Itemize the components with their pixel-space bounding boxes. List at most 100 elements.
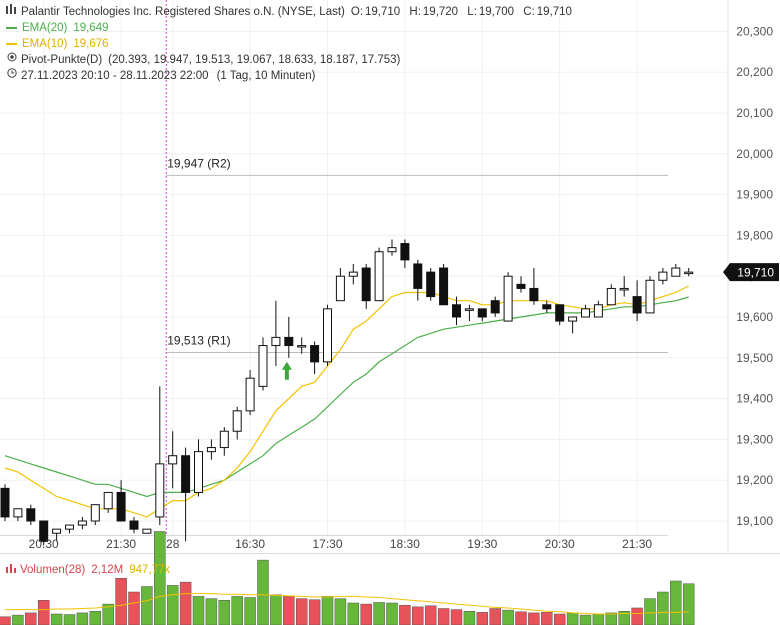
price-tag-shape [723, 263, 779, 282]
candle-up [619, 276, 629, 297]
candle-body [400, 243, 410, 261]
y-tick-label: 19,100 [736, 514, 773, 528]
candle-body [619, 287, 629, 291]
candle-body [0, 487, 10, 518]
price-axis[interactable]: 19,100 19,200 19,300 19,400 19,500 19,600 19,7… [736, 24, 773, 528]
y-tick-label: 19,600 [736, 310, 773, 324]
x-tick-label: 20:30 [545, 537, 575, 551]
candle-up [323, 304, 332, 366]
candle-down [400, 239, 410, 269]
candle-down [555, 304, 565, 326]
volume-bar [463, 611, 476, 625]
candle-body [13, 508, 23, 518]
ema10-label: EMA(10) [22, 38, 68, 50]
candle-up [52, 528, 62, 542]
candle-down [490, 296, 500, 317]
candle-up [206, 439, 216, 460]
candle-body [310, 345, 320, 363]
volume-bar [489, 608, 501, 625]
volume-bar [644, 598, 656, 625]
volume-bar [218, 600, 231, 625]
candle-body [297, 345, 307, 348]
volume-bar [89, 611, 102, 625]
close-value: 19,710 [536, 6, 572, 18]
candle-down [542, 300, 552, 313]
candle-body [90, 504, 100, 522]
candle-up [335, 268, 345, 302]
x-tick-label: 20:30 [29, 537, 59, 551]
volume-bars-icon [6, 563, 17, 576]
ema20-swatch [6, 27, 17, 29]
candle-body [439, 267, 449, 306]
candle-down [477, 308, 487, 322]
candle-body [77, 520, 87, 526]
volume-bar [283, 596, 295, 625]
candle-down [116, 480, 126, 522]
candle-body [671, 267, 681, 277]
volume-legend[interactable]: Volumen(28) 2,12M 947,77k [6, 563, 176, 576]
close-label: C: [523, 6, 535, 18]
candle-up [142, 528, 152, 534]
volume-bar [399, 604, 411, 625]
x-tick-label: 28 [166, 537, 180, 551]
candle-up [65, 524, 74, 534]
candle-up [297, 337, 307, 354]
candle-down [26, 504, 36, 526]
candle-body [503, 275, 513, 322]
volume-bar [205, 598, 218, 625]
ema20-value: 19,649 [73, 22, 109, 34]
volume-bar [12, 614, 24, 625]
candle-body [103, 491, 113, 510]
volume-bar [192, 596, 205, 625]
price-tag-label: 19,710 [737, 266, 774, 280]
candle-body [194, 451, 203, 493]
candle-body [374, 251, 384, 302]
y-tick-label: 20,000 [736, 147, 773, 161]
volume-bar [257, 559, 269, 625]
candle-up [374, 247, 384, 302]
candle-body [142, 528, 152, 534]
volume-bar [566, 612, 579, 625]
candle-down [39, 520, 49, 546]
y-tick-label: 19,300 [736, 432, 773, 446]
instrument-row: Palantir Technologies Inc. Registered Sh… [6, 4, 574, 20]
pivot-values: (20.393, 19.947, 19.513, 19.067, 18.633,… [108, 54, 401, 66]
candle-body [581, 308, 590, 318]
candle-body [168, 455, 178, 465]
volume-bar [476, 612, 489, 625]
volume-bar [0, 616, 11, 625]
volume-bar [618, 611, 630, 625]
candle-body [52, 528, 62, 534]
low-label: L: [467, 6, 477, 18]
candle-down [439, 263, 449, 306]
candle-up [232, 406, 242, 440]
volume-bar [308, 599, 321, 625]
candle-body [245, 377, 255, 412]
candle-body [516, 283, 526, 289]
candle-up [581, 304, 590, 318]
time-axis[interactable]: 20:30 21:30 28 16:30 17:30 18:30 19:30 20:30 21:… [29, 537, 653, 551]
ema10-row[interactable]: EMA(10) 19,676 [6, 36, 574, 52]
candle-body [684, 271, 694, 275]
candle-up [155, 386, 165, 526]
volume-bar [334, 598, 347, 625]
range-row: 27.11.2023 20:10 - 28.11.2023 22:00 (1 T… [6, 68, 574, 84]
candle-up [168, 431, 178, 489]
date-range: 27.11.2023 20:10 - 28.11.2023 22:00 [21, 70, 209, 82]
volume-bar [592, 613, 605, 625]
candle-body [219, 430, 229, 449]
volume-bar [373, 602, 385, 625]
candle-up [271, 300, 281, 366]
volume-panel [0, 531, 695, 625]
ema20-row[interactable]: EMA(20) 19,649 [6, 20, 574, 36]
ema10-line [4, 285, 689, 518]
candle-down [413, 259, 423, 301]
volume-bar [270, 594, 282, 625]
candle-up [606, 284, 616, 306]
x-tick-label: 21:30 [622, 537, 652, 551]
pivot-row[interactable]: Pivot-Punkte(D) (20.393, 19.947, 19.513,… [6, 52, 574, 68]
candle-down [516, 276, 526, 293]
pivot-label: 19,513 (R1) [167, 333, 230, 347]
x-tick-label: 21:30 [106, 537, 136, 551]
high-label: H: [409, 6, 421, 18]
